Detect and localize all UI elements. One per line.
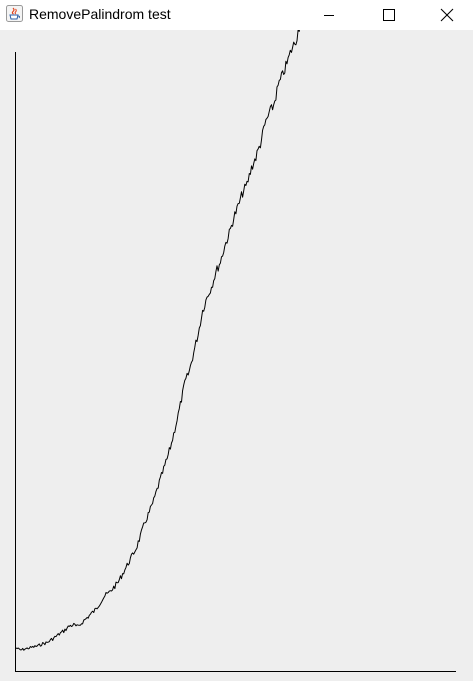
window-title: RemovePalindrom test	[29, 6, 171, 23]
close-icon	[440, 8, 454, 22]
minimize-button[interactable]	[306, 0, 352, 30]
maximize-button[interactable]	[366, 0, 412, 30]
close-button[interactable]	[424, 0, 470, 30]
minimize-icon	[323, 9, 335, 21]
line-chart	[0, 30, 473, 681]
maximize-icon	[383, 9, 395, 21]
series-line	[16, 30, 327, 650]
chart-panel	[0, 30, 473, 681]
title-bar[interactable]: RemovePalindrom test	[0, 0, 473, 30]
java-cup-icon[interactable]	[6, 5, 23, 22]
